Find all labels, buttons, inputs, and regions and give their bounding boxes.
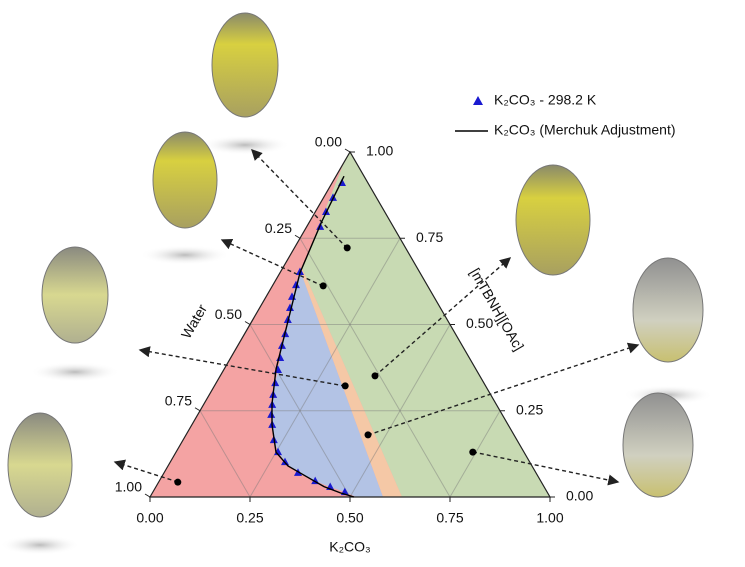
photo [153,132,217,228]
right-tick-label: 0.50 [466,315,493,331]
tick-mark [245,322,250,325]
left-tick-label: 0.00 [315,134,342,150]
photo-shadow [30,362,120,382]
mixture-point [320,282,327,289]
left-tick-label: 0.75 [165,392,192,408]
bottom-tick-label: 1.00 [536,510,563,526]
mixture-point [174,479,181,486]
mixture-point [469,449,476,456]
tick-mark [195,408,200,411]
right-tick-label: 0.25 [516,401,543,417]
left-tick-label: 1.00 [115,479,142,495]
axis-title-right: [mTBNH][OAc] [467,265,527,353]
left-tick-label: 0.50 [215,306,242,322]
photo [42,247,108,343]
figure: K₂CO₃ [mTBNH][OAc] Water 0.00 0.25 0.50 0.7… [0,0,745,562]
photo-shadow [200,135,290,155]
right-tick-label: 1.00 [366,143,393,159]
tick-mark [295,235,300,238]
photo [212,13,278,117]
photo [516,165,590,275]
right-tick-label: 0.75 [416,229,443,245]
mixture-point [365,431,372,438]
photo [8,413,72,517]
photo-shadow [140,245,230,265]
axis-title-bottom: K₂CO₃ [329,539,370,555]
photo-shadow [0,535,80,555]
legend-label: K₂CO₃ (Merchuk Adjustment) [494,122,676,138]
bottom-tick-label: 0.75 [436,510,463,526]
right-tick-label: 0.00 [566,488,593,504]
legend-label: K₂CO₃ - 298.2 K [494,92,597,108]
mixture-point [372,372,379,379]
bottom-tick-label: 0.25 [236,510,263,526]
tick-mark [145,494,150,497]
photo [623,393,693,497]
legend-symbol [473,96,483,105]
mixture-point [342,382,349,389]
tick-mark [345,149,350,152]
mixture-point [344,244,351,251]
photo [633,258,703,362]
axis-title-left: Water [178,301,210,341]
left-tick-label: 0.25 [265,220,292,236]
bottom-tick-label: 0.00 [136,510,163,526]
bottom-tick-label: 0.50 [336,510,363,526]
